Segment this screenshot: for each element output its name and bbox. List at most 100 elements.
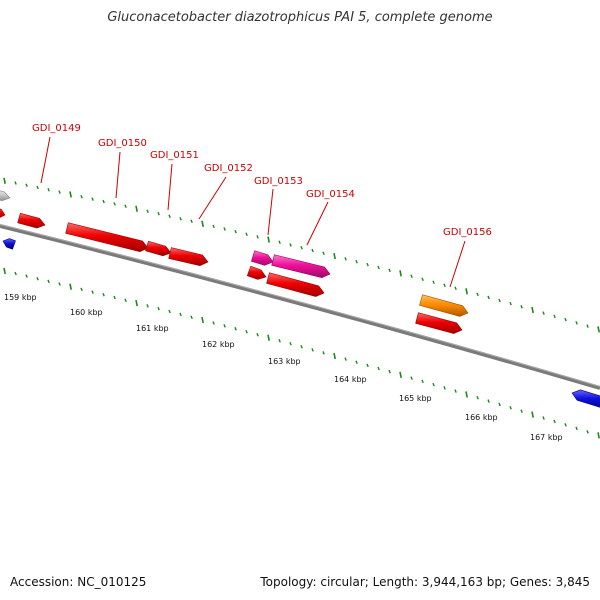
inner-tick (47, 279, 50, 284)
inner-tick (3, 267, 6, 275)
inner-tick (245, 330, 248, 334)
genes-layer (0, 190, 600, 410)
outer-tick (168, 214, 171, 218)
gene-arrow-GDI_0156[interactable] (419, 294, 469, 317)
outer-tick (135, 205, 138, 212)
gene-label-GDI_0154[interactable]: GDI_0154 (306, 189, 355, 200)
gene-label-leader (449, 240, 466, 288)
inner-tick (146, 304, 149, 308)
kbp-label: 166 kbp (465, 413, 498, 422)
outer-tick (278, 240, 281, 245)
outer-tick (300, 245, 303, 250)
inner-tick (58, 282, 61, 286)
inner-tick (36, 276, 39, 281)
inner-tick (586, 430, 589, 434)
inner-tick (575, 426, 578, 431)
inner-tick-ring (3, 267, 600, 439)
inner-tick (256, 332, 259, 337)
inner-tick (410, 376, 413, 380)
kbp-label: 160 kbp (70, 308, 103, 317)
outer-tick (344, 257, 347, 261)
gene-label-leader (40, 136, 51, 184)
gene-label-GDI_0151[interactable]: GDI_0151 (150, 150, 199, 161)
outer-tick (25, 183, 28, 188)
gene-label-leader (115, 151, 121, 199)
inner-tick (333, 352, 336, 360)
outer-tick (443, 283, 446, 287)
gene-arrow-inner[interactable] (571, 389, 600, 410)
outer-tick (531, 306, 534, 314)
gene-arrow-partial[interactable] (0, 190, 11, 202)
genome-summary: Topology: circular; Length: 3,944,163 bp… (260, 575, 590, 589)
inner-tick (311, 348, 314, 352)
gene-arrow-GDI_0150[interactable] (65, 222, 149, 253)
outer-tick (399, 270, 402, 277)
gene-arrow-inner[interactable] (266, 272, 325, 297)
inner-tick (91, 290, 94, 294)
inner-tick (520, 409, 523, 413)
outer-tick (454, 286, 457, 291)
inner-tick (542, 416, 545, 420)
gene-arrow-inner[interactable] (2, 238, 16, 250)
outer-tick (69, 191, 72, 198)
gene-label-leader (198, 176, 227, 220)
outer-tick (3, 177, 6, 184)
gene-label-leader (167, 163, 173, 211)
outer-tick-ring (3, 177, 600, 333)
gene-label-GDI_0156[interactable]: GDI_0156 (443, 227, 492, 238)
outer-tick (179, 216, 182, 221)
gene-arrow-inner[interactable] (246, 265, 267, 280)
outer-tick (113, 202, 116, 206)
outer-tick (190, 219, 193, 224)
outer-tick (597, 326, 600, 333)
kbp-label: 162 kbp (202, 340, 235, 349)
gene-label-GDI_0152[interactable]: GDI_0152 (204, 163, 253, 174)
outer-tick (575, 321, 578, 325)
outer-tick (487, 295, 490, 300)
outer-tick (14, 181, 17, 185)
gene-label-GDI_0150[interactable]: GDI_0150 (98, 138, 147, 149)
inner-tick (344, 357, 347, 361)
genome-backbone (0, 224, 600, 390)
gene-label-GDI_0149[interactable]: GDI_0149 (32, 123, 81, 134)
inner-tick (322, 351, 325, 355)
outer-tick (124, 204, 127, 209)
inner-tick (377, 366, 380, 371)
inner-tick (476, 395, 479, 400)
gene-arrow-GDI_0149[interactable] (17, 212, 46, 229)
gene-arrow-GDI_0151[interactable] (145, 240, 172, 257)
inner-tick (124, 298, 127, 303)
accession-label: Accession: (10, 575, 74, 589)
inner-tick (25, 274, 28, 278)
accession-value: NC_010125 (77, 575, 147, 589)
genome-backbone-highlight (0, 224, 600, 387)
outer-tick (146, 209, 149, 213)
inner-tick (454, 389, 457, 393)
inner-tick (14, 271, 17, 276)
gene-arrow-GDI_0152[interactable] (168, 247, 209, 267)
inner-tick (190, 315, 193, 319)
inner-tick (157, 306, 160, 311)
gene-label-GDI_0153[interactable]: GDI_0153 (254, 176, 303, 187)
inner-tick (465, 391, 468, 398)
outer-tick (289, 243, 292, 247)
outer-tick (476, 292, 479, 297)
kbp-label: 161 kbp (136, 324, 169, 333)
outer-tick (223, 227, 226, 231)
gene-arrow-GDI_0154[interactable] (271, 254, 331, 279)
outer-tick (410, 274, 413, 279)
outer-tick (520, 305, 523, 309)
gene-arrow-partial[interactable] (0, 208, 6, 218)
gene-arrow-GDI_0153[interactable] (251, 250, 274, 266)
inner-tick (443, 386, 446, 390)
outer-tick (377, 265, 380, 270)
inner-tick (69, 283, 72, 290)
outer-tick (355, 260, 358, 264)
outer-tick (366, 262, 369, 267)
gene-arrow-inner[interactable] (415, 312, 463, 334)
inner-tick (289, 341, 292, 346)
inner-tick (399, 371, 402, 379)
outer-tick (267, 236, 270, 243)
inner-tick (80, 287, 83, 292)
